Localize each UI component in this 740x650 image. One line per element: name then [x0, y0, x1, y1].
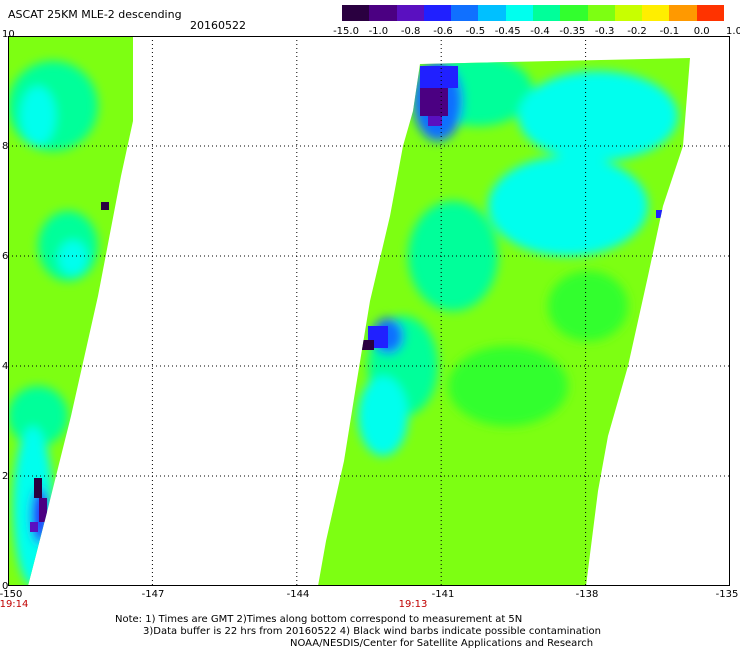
x-tick-147w: -147: [141, 589, 165, 600]
colorbar-label: -1.0: [368, 26, 389, 37]
colorbar-swatch: [532, 5, 561, 21]
colorbar-label: -15.0: [333, 26, 359, 37]
colorbar-swatch: [587, 5, 615, 21]
colorbar-label: -0.5: [465, 26, 486, 37]
colorbar-swatch: [342, 5, 370, 21]
swath-map: [8, 36, 730, 586]
colorbar-swatch: [478, 5, 506, 21]
plot-frame: [8, 36, 730, 586]
note-line-2: 3)Data buffer is 22 hrs from 20160522 4)…: [143, 626, 601, 637]
colorbar-swatch: [423, 5, 452, 21]
note-line-1: Note: 1) Times are GMT 2)Times along bot…: [115, 614, 523, 625]
x-tick-150w: -150: [0, 589, 23, 600]
colorbar-swatch: [505, 5, 533, 21]
note-line-3: NOAA/NESDIS/Center for Satellite Applica…: [290, 638, 594, 649]
colorbar-label: 1.0: [726, 26, 740, 37]
colorbar-swatch: [669, 5, 697, 21]
colorbar-label: -0.1: [659, 26, 680, 37]
x-tick-138w: -138: [575, 589, 599, 600]
x-tick-135w: -135: [715, 589, 739, 600]
colorbar-label: -0.6: [433, 26, 453, 37]
colorbar-label: -0.45: [494, 26, 521, 37]
colorbar-swatch: [614, 5, 643, 21]
colorbar-swatch: [560, 5, 588, 21]
map-title: ASCAT 25KM MLE-2 descending: [8, 8, 182, 21]
colorbar-label: -0.2: [627, 26, 647, 37]
colorbar-label: -0.4: [530, 26, 550, 37]
time-left: 19:14: [0, 599, 29, 610]
colorbar-label: -0.35: [559, 26, 586, 37]
colorbar-labels: -15.0 -1.0 -0.8 -0.6 -0.5 -0.45 -0.4 -0.35 -0.3 -…: [326, 26, 740, 40]
x-tick-141w: -141: [431, 589, 455, 600]
grid-lines: [8, 36, 730, 586]
map-plot: [8, 36, 730, 586]
colorbar: [342, 5, 724, 21]
colorbar-swatch: [396, 5, 424, 21]
map-date: 20160522: [190, 19, 246, 32]
colorbar-swatch: [369, 5, 397, 21]
colorbar-swatch: [642, 5, 670, 21]
colorbar-label: -0.3: [594, 26, 615, 37]
colorbar-label: 0.0: [693, 26, 710, 37]
colorbar-swatch: [696, 5, 724, 21]
time-right: 19:13: [398, 599, 428, 610]
colorbar-label: -0.8: [400, 26, 421, 37]
swath-left: [8, 36, 133, 586]
colorbar-swatch: [451, 5, 479, 21]
swath-right: [318, 58, 690, 586]
x-tick-144w: -144: [286, 589, 310, 600]
